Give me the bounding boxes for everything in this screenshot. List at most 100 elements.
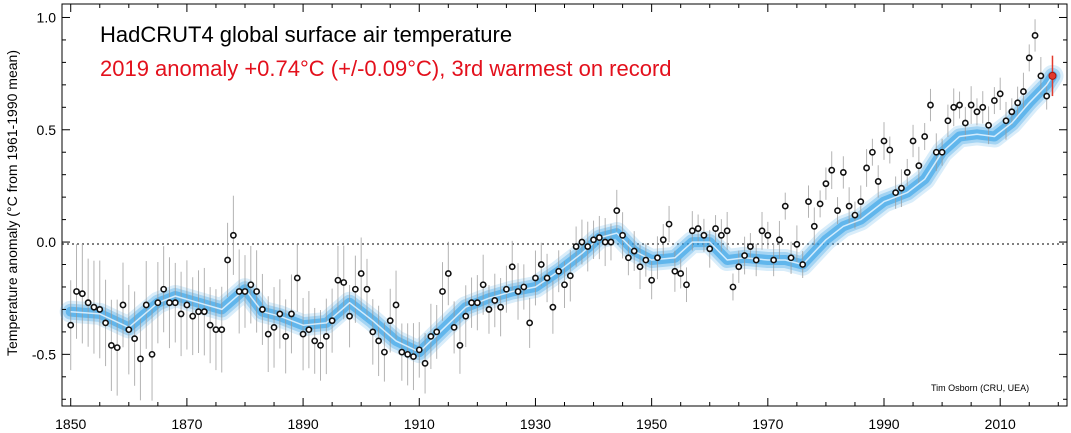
data-point bbox=[601, 238, 609, 246]
data-point bbox=[572, 243, 580, 250]
data-point bbox=[961, 119, 969, 127]
data-point bbox=[950, 103, 958, 111]
data-point bbox=[113, 344, 121, 352]
data-point bbox=[526, 319, 534, 327]
data-point bbox=[351, 285, 359, 293]
data-point bbox=[317, 341, 324, 349]
data-point bbox=[729, 283, 737, 291]
data-point bbox=[1031, 32, 1039, 39]
data-point bbox=[381, 348, 388, 356]
data-point bbox=[828, 166, 836, 174]
data-point bbox=[967, 101, 975, 109]
data-point bbox=[956, 101, 963, 109]
data-point bbox=[363, 285, 371, 293]
data-point bbox=[630, 247, 638, 255]
chart-subtitle: 2019 anomaly +0.74°C (+/-0.09°C), 3rd wa… bbox=[100, 56, 672, 81]
smoothed-uncertainty-band bbox=[59, 64, 1064, 364]
data-point bbox=[462, 312, 470, 320]
data-point bbox=[497, 303, 504, 311]
x-tick-label: 1930 bbox=[520, 416, 551, 432]
data-point bbox=[119, 301, 127, 309]
data-point bbox=[584, 243, 592, 250]
data-point bbox=[787, 254, 795, 262]
data-point bbox=[886, 146, 894, 154]
data-point bbox=[607, 238, 615, 246]
x-tick-label: 2010 bbox=[985, 416, 1016, 432]
data-point bbox=[677, 270, 685, 277]
data-point bbox=[293, 274, 301, 282]
data-point bbox=[578, 238, 586, 246]
data-point bbox=[491, 297, 499, 304]
data-point bbox=[996, 90, 1004, 98]
data-point bbox=[1025, 54, 1033, 62]
data-point bbox=[386, 317, 394, 325]
data-point bbox=[805, 198, 812, 206]
data-point bbox=[619, 231, 626, 239]
data-point bbox=[636, 263, 644, 271]
data-point bbox=[288, 310, 295, 318]
data-point bbox=[822, 180, 830, 188]
data-point bbox=[921, 133, 929, 140]
data-point bbox=[247, 281, 255, 289]
data-point bbox=[932, 148, 940, 156]
data-point bbox=[84, 299, 92, 307]
data-point bbox=[450, 323, 458, 331]
data-point bbox=[706, 245, 714, 253]
data-point bbox=[764, 231, 772, 239]
data-point bbox=[654, 254, 661, 262]
data-point bbox=[468, 299, 475, 307]
data-point bbox=[90, 303, 98, 311]
latest-year-highlight bbox=[1048, 55, 1057, 97]
data-point bbox=[235, 288, 243, 295]
data-point bbox=[1002, 117, 1010, 125]
data-point bbox=[868, 148, 876, 156]
data-point bbox=[549, 303, 557, 311]
data-point bbox=[555, 267, 563, 275]
data-point bbox=[96, 306, 104, 313]
data-point bbox=[834, 207, 841, 215]
data-point bbox=[857, 198, 865, 206]
highlight-point bbox=[1048, 71, 1057, 80]
annual-points bbox=[67, 32, 1051, 367]
y-axis-label: Temperature anomaly (°C from 1961-1990 m… bbox=[4, 50, 20, 356]
data-point bbox=[985, 121, 992, 129]
data-point bbox=[392, 301, 400, 309]
data-point bbox=[532, 274, 539, 282]
data-point bbox=[369, 328, 377, 336]
data-point bbox=[770, 256, 778, 264]
data-point bbox=[909, 137, 917, 145]
data-point bbox=[990, 97, 998, 104]
data-point bbox=[799, 261, 807, 268]
chart-credit: Tim Osborn (CRU, UEA) bbox=[931, 383, 1029, 393]
data-point bbox=[1043, 92, 1051, 100]
data-point bbox=[514, 288, 522, 295]
data-point bbox=[938, 148, 946, 156]
data-point bbox=[892, 189, 900, 197]
y-tick-label: 1.0 bbox=[37, 9, 57, 25]
data-point bbox=[270, 323, 278, 331]
data-point bbox=[357, 270, 365, 277]
data-point bbox=[415, 346, 423, 354]
data-point bbox=[659, 236, 667, 244]
data-point bbox=[253, 288, 261, 295]
x-tick-label: 1950 bbox=[636, 416, 667, 432]
data-point bbox=[433, 328, 441, 336]
data-point bbox=[479, 281, 487, 289]
data-point bbox=[305, 326, 313, 334]
data-point bbox=[439, 288, 446, 295]
data-point bbox=[177, 310, 185, 318]
data-point bbox=[1037, 72, 1045, 80]
data-point bbox=[322, 332, 330, 340]
data-point bbox=[241, 288, 249, 295]
data-point bbox=[473, 299, 481, 307]
y-tick-label: 0.5 bbox=[37, 122, 57, 138]
data-point bbox=[142, 301, 150, 309]
data-point bbox=[735, 263, 743, 271]
x-tick-label: 1870 bbox=[171, 416, 202, 432]
data-point bbox=[874, 178, 882, 185]
data-point bbox=[863, 164, 870, 172]
data-point bbox=[206, 321, 214, 329]
data-point bbox=[741, 252, 748, 259]
data-point bbox=[590, 236, 597, 244]
data-point bbox=[1014, 99, 1022, 107]
